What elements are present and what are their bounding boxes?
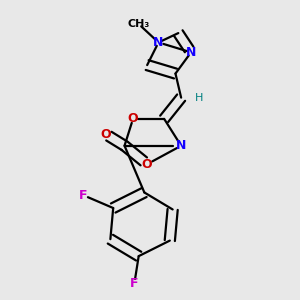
Text: O: O: [101, 128, 111, 141]
Text: F: F: [79, 189, 88, 202]
Text: N: N: [176, 139, 186, 152]
Text: O: O: [128, 112, 138, 125]
Text: N: N: [186, 46, 196, 59]
Text: F: F: [130, 277, 139, 290]
Text: CH₃: CH₃: [128, 19, 150, 29]
Text: H: H: [195, 93, 204, 103]
Text: O: O: [142, 158, 152, 171]
Text: N: N: [153, 36, 164, 49]
